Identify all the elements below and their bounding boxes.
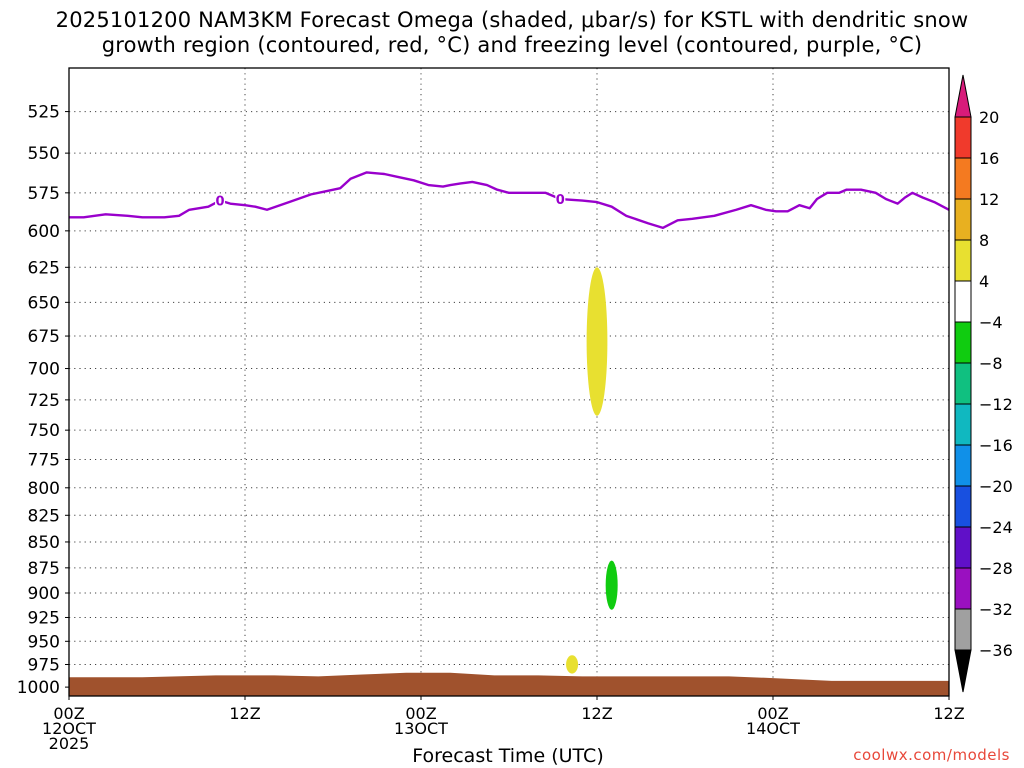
y-tick-label: 925 xyxy=(28,608,60,628)
freezing-level-label: 0 xyxy=(556,193,565,208)
colorbar-label: −12 xyxy=(979,395,1013,414)
x-tick-label: 14OCT xyxy=(746,719,800,738)
freezing-level-label-bg xyxy=(215,193,226,207)
omega-region xyxy=(566,655,579,674)
colorbar-swatch xyxy=(954,157,972,200)
x-axis-title: Forecast Time (UTC) xyxy=(412,745,604,767)
grid xyxy=(69,68,949,696)
y-tick-label: 900 xyxy=(28,584,60,604)
colorbar-swatch xyxy=(954,362,972,405)
x-tick-label: 00Z xyxy=(405,704,436,723)
terrain-fill xyxy=(69,672,949,696)
y-tick-label: 825 xyxy=(28,506,60,526)
x-tick-label: 12Z xyxy=(229,704,260,723)
y-tick-label: 775 xyxy=(28,450,60,470)
y-tick-label: 625 xyxy=(28,258,60,278)
y-tick-label: 650 xyxy=(28,293,60,313)
colorbar-label: −24 xyxy=(979,518,1013,537)
colorbar-label: −20 xyxy=(979,477,1013,496)
y-tick-label: 750 xyxy=(28,421,60,441)
omega-region xyxy=(605,560,618,610)
colorbar-swatch xyxy=(954,280,972,323)
y-tick-label: 525 xyxy=(28,103,60,123)
omega-shading xyxy=(566,267,618,674)
colorbar-label: −28 xyxy=(979,559,1013,578)
colorbar-label: −4 xyxy=(979,313,1003,332)
y-tick-label: 725 xyxy=(28,391,60,411)
x-tick-label: 13OCT xyxy=(394,719,448,738)
y-tick-label: 800 xyxy=(28,479,60,499)
y-tick-label: 950 xyxy=(28,632,60,652)
x-tick-label: 12Z xyxy=(933,704,964,723)
colorbar-top-triangle xyxy=(954,74,972,118)
colorbar-swatch xyxy=(954,444,972,487)
y-tick-label: 675 xyxy=(28,327,60,347)
colorbar-label: −8 xyxy=(979,354,1003,373)
colorbar-swatch xyxy=(954,567,972,610)
plot-frame xyxy=(68,67,950,697)
chart-title-line-1: 2025101200 NAM3KM Forecast Omega (shaded… xyxy=(55,8,969,32)
y-tick-label: 600 xyxy=(28,222,60,242)
x-tick-label: 00Z xyxy=(757,704,788,723)
colorbar-label: 8 xyxy=(979,231,989,250)
colorbar-label: −36 xyxy=(979,641,1013,660)
colorbar: 20 16 12 8 4 −4 −8 −12 −16 −20 −24 −28 −32 −36 xyxy=(954,74,1013,693)
y-tick-label: 975 xyxy=(28,655,60,675)
colorbar-swatch xyxy=(954,321,972,364)
chart-title-line-2: growth region (contoured, red, °C) and f… xyxy=(101,33,923,57)
colorbar-swatch xyxy=(954,403,972,446)
y-tick-label: 875 xyxy=(28,559,60,579)
colorbar-label: 12 xyxy=(979,190,999,209)
credit-text: coolwx.com/models xyxy=(853,746,1010,764)
x-tick-label: 00Z xyxy=(53,704,84,723)
terrain xyxy=(69,672,949,696)
y-axis: 525 550 575 600 625 650 675 700 725 750 775 800 825 8… xyxy=(17,103,69,698)
omega-region xyxy=(586,267,608,416)
colorbar-swatch xyxy=(954,608,972,651)
y-tick-label: 850 xyxy=(28,533,60,553)
colorbar-label: 16 xyxy=(979,149,999,168)
colorbar-swatch xyxy=(954,526,972,569)
colorbar-swatch xyxy=(954,116,972,159)
colorbar-swatch xyxy=(954,239,972,282)
colorbar-swatch xyxy=(954,485,972,528)
colorbar-label: 20 xyxy=(979,108,999,127)
y-tick-label: 700 xyxy=(28,360,60,380)
freezing-level-label: 0 xyxy=(216,195,225,210)
x-tick-label: 2025 xyxy=(49,734,90,753)
y-tick-label: 575 xyxy=(28,184,60,204)
colorbar-label: −16 xyxy=(979,436,1013,455)
colorbar-swatch xyxy=(954,198,972,241)
freezing-level-line xyxy=(69,171,950,230)
freezing-level-label-bg xyxy=(555,192,566,206)
colorbar-label: 4 xyxy=(979,272,989,291)
y-tick-label: 550 xyxy=(28,144,60,164)
colorbar-label: −32 xyxy=(979,600,1013,619)
x-tick-label: 12OCT xyxy=(42,719,96,738)
y-tick-label: 1000 xyxy=(17,678,60,698)
colorbar-bottom-triangle xyxy=(954,649,972,693)
x-tick-label: 12Z xyxy=(581,704,612,723)
